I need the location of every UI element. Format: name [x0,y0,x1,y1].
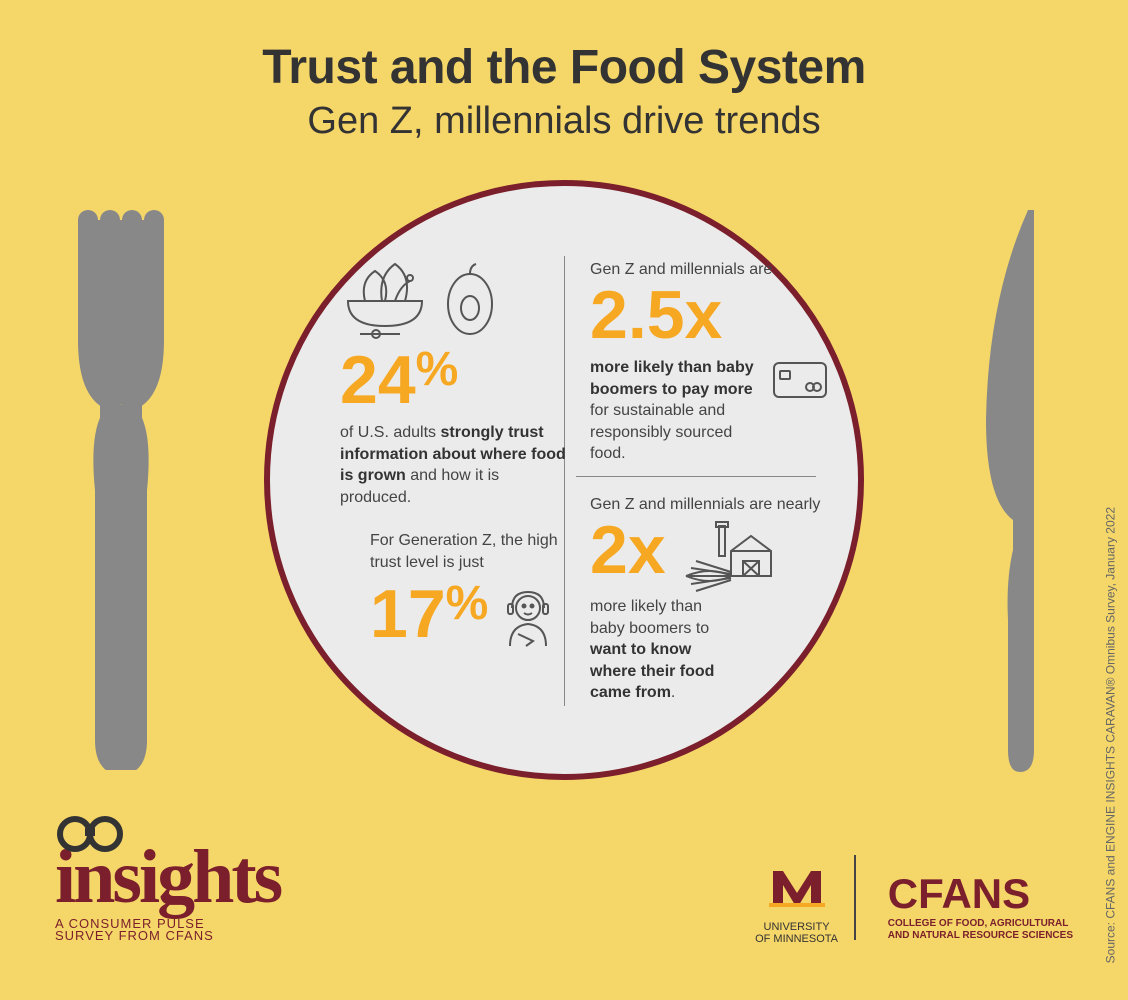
horizontal-divider [576,476,816,477]
stat-25x-text: more likely than baby boomers to pay mor… [590,357,758,465]
page-subtitle: Gen Z, millennials drive trends [0,100,1128,143]
umn-logo: UNIVERSITY OF MINNESOTA [755,863,838,945]
salad-avocado-icon [340,256,510,341]
plate-graphic: 24% of U.S. adults strongly trust inform… [264,180,864,780]
farm-icon [681,516,781,596]
stat-2x-value: 2x [590,516,666,584]
knife-icon [958,200,1068,780]
stat-17-percent: 17% [370,580,488,648]
binoculars-icon [55,812,125,852]
stat-25x-value: 2.5x [590,281,830,349]
credit-card-icon [770,357,830,401]
logo-divider [854,855,856,940]
fork-icon [60,210,190,770]
insights-logo: insights A CONSUMER PULSE SURVEY FROM CF… [55,834,280,945]
stat-17-lead: For Generation Z, the high trust level i… [340,530,570,573]
cfans-logo: CFANS COLLEGE OF FOOD, AGRICULTURAL AND … [888,870,1073,942]
page-title: Trust and the Food System [0,40,1128,95]
headphones-person-icon [498,586,558,656]
source-citation: Source: CFANS and ENGINE INSIGHTS CARAVA… [1103,507,1117,963]
stat-24-percent: 24% [340,346,570,414]
stat-2x-text: more likely than baby boomers to want to… [590,596,740,704]
stat-24-text: of U.S. adults strongly trust informatio… [340,422,570,508]
